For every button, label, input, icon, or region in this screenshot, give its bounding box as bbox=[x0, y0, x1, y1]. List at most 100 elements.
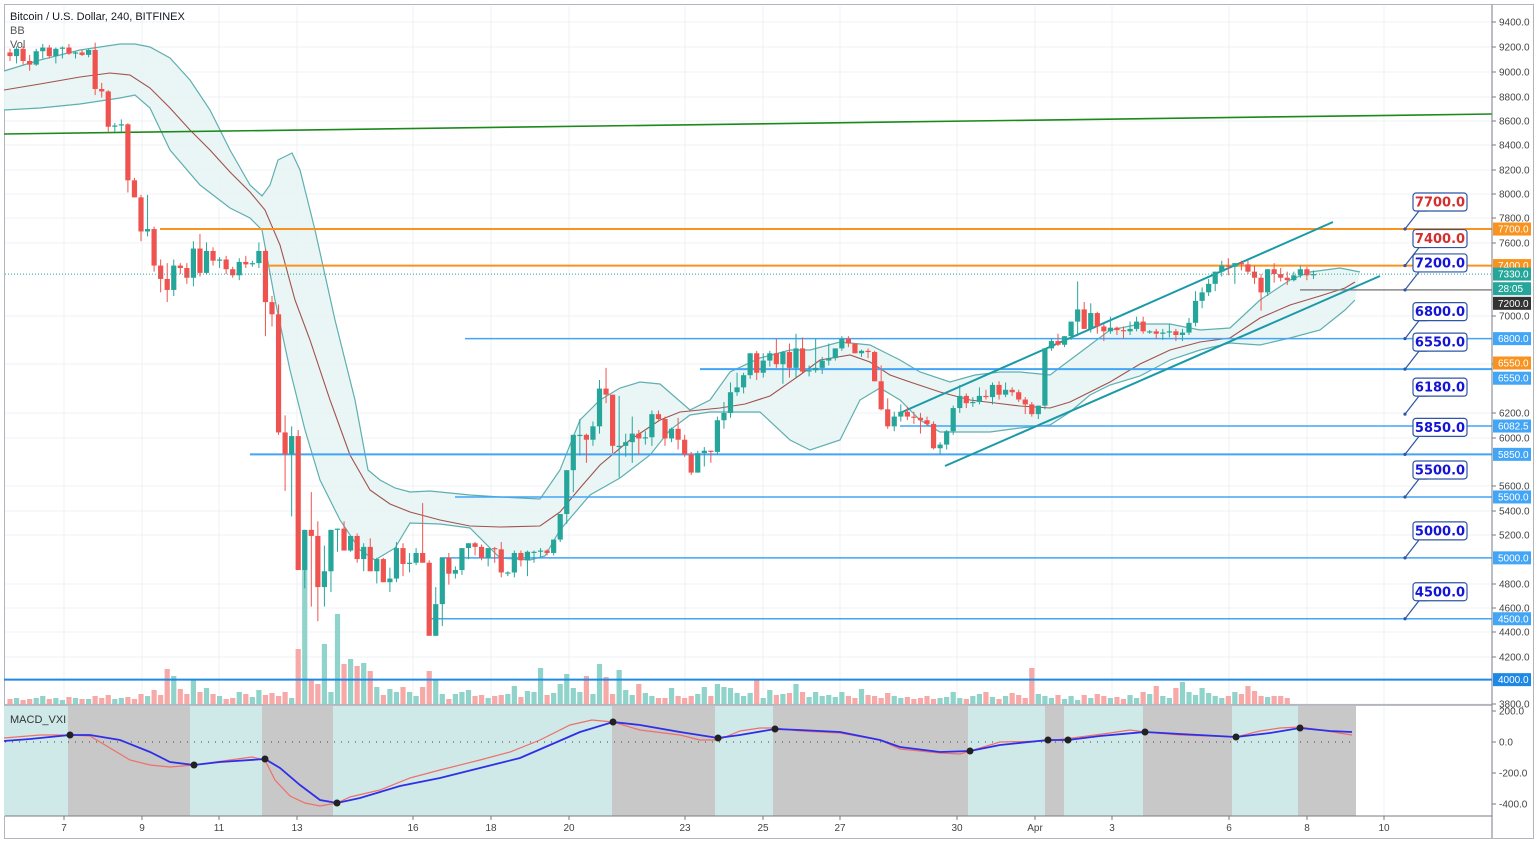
callout-anchor bbox=[1403, 452, 1407, 456]
candle-body bbox=[813, 367, 819, 371]
horizontal-levels[interactable] bbox=[4, 228, 1492, 681]
volume-bar bbox=[1238, 694, 1244, 704]
candle-body bbox=[275, 314, 282, 433]
candle-body bbox=[446, 557, 452, 574]
macd-y-tick-label: -400.0 bbox=[1499, 800, 1528, 811]
volume-bar bbox=[590, 694, 596, 704]
candle-body bbox=[492, 548, 498, 550]
volume-bar bbox=[7, 699, 13, 704]
volume-bar bbox=[1101, 696, 1107, 704]
candle-body bbox=[86, 50, 92, 55]
volume-bar bbox=[1088, 698, 1094, 704]
candle-body bbox=[374, 559, 380, 572]
volume-bar bbox=[289, 698, 295, 704]
volume-bar bbox=[557, 684, 563, 704]
volume-bar bbox=[564, 674, 570, 704]
candle-body bbox=[426, 562, 432, 636]
candle-body bbox=[760, 360, 766, 373]
volume-bar bbox=[1127, 695, 1133, 704]
macd-indicator-label[interactable]: MACD_VXI bbox=[10, 714, 67, 726]
price-tag bbox=[1493, 371, 1531, 385]
volume-bar bbox=[217, 696, 223, 704]
x-tick-label: 30 bbox=[951, 823, 963, 834]
candle-body bbox=[1068, 321, 1074, 337]
candle-body bbox=[308, 529, 314, 536]
candle-body bbox=[806, 370, 812, 372]
volume-bar bbox=[354, 666, 360, 704]
candle-body bbox=[662, 419, 668, 439]
price-tag bbox=[1493, 282, 1531, 296]
candle-body bbox=[858, 350, 865, 354]
candle-body bbox=[505, 572, 511, 574]
candle-body bbox=[439, 557, 445, 605]
signal-line bbox=[3, 719, 1353, 807]
symbol-title[interactable]: Bitcoin / U.S. Dollar, 240, BITFINEX bbox=[10, 11, 185, 23]
channel-upper-trendline bbox=[899, 221, 1334, 414]
volume-bar bbox=[243, 694, 249, 704]
volume-bar bbox=[714, 684, 720, 704]
volume-bar bbox=[86, 699, 92, 704]
volume-bar bbox=[249, 697, 255, 704]
candle-body bbox=[406, 562, 413, 564]
candle-body bbox=[1238, 263, 1244, 265]
volume-bar bbox=[446, 699, 452, 704]
candle-body bbox=[1009, 389, 1015, 393]
candle-body bbox=[46, 47, 52, 57]
volume-bar bbox=[655, 698, 662, 704]
volume-bar bbox=[367, 671, 373, 704]
volume-bar bbox=[610, 694, 616, 704]
macd-bg-segment bbox=[612, 706, 715, 816]
y-tick-label: 8800.0 bbox=[1499, 93, 1530, 104]
candle-body bbox=[348, 535, 354, 551]
macd-cross-dot bbox=[261, 755, 269, 763]
candle-body bbox=[944, 431, 950, 445]
macd-bg-segment bbox=[262, 706, 333, 816]
volume-bar bbox=[13, 698, 20, 704]
macd-cross-dot bbox=[1296, 724, 1304, 732]
volume-bar bbox=[118, 698, 124, 704]
volume-bar bbox=[885, 693, 891, 704]
volume-bar bbox=[826, 695, 832, 704]
volume-bar bbox=[636, 684, 642, 704]
candle-body bbox=[1265, 269, 1271, 293]
price-tag bbox=[1493, 612, 1531, 626]
candle-body bbox=[930, 423, 937, 449]
volume-bar bbox=[485, 698, 491, 704]
candle-body bbox=[845, 338, 851, 344]
volume-bar bbox=[184, 694, 190, 704]
y-tick-label: 8600.0 bbox=[1499, 117, 1530, 128]
price-tag-label: 6082.5 bbox=[1498, 422, 1529, 433]
volume-bar bbox=[1245, 686, 1251, 704]
volume-bar bbox=[79, 699, 85, 704]
candle-body bbox=[1291, 275, 1297, 281]
candle-body bbox=[118, 124, 124, 126]
candle-body bbox=[603, 388, 609, 395]
y-tick-label: 4600.0 bbox=[1499, 604, 1530, 615]
volume-bar bbox=[649, 696, 655, 704]
volume-bar bbox=[459, 692, 465, 704]
candle-body bbox=[27, 60, 33, 65]
volume-bar bbox=[603, 677, 609, 704]
volume-bar bbox=[872, 696, 878, 704]
candle-body bbox=[570, 434, 576, 471]
trendlines[interactable] bbox=[3, 113, 1493, 467]
candle-body bbox=[138, 197, 144, 232]
volume-bar bbox=[878, 698, 884, 704]
indicator-bb-label[interactable]: BB bbox=[10, 25, 25, 37]
candle-body bbox=[1140, 321, 1146, 332]
volume-bar bbox=[256, 690, 262, 704]
volume-bar bbox=[328, 692, 334, 704]
candle-body bbox=[1284, 277, 1290, 281]
volume-bar bbox=[144, 696, 151, 704]
candle-body bbox=[786, 352, 793, 368]
candle-body bbox=[420, 552, 426, 563]
price-callouts[interactable]: 7700.0 7400.0 7200.0 6800.0 6550.0 6180.0 5850… bbox=[1403, 192, 1468, 621]
candle-body bbox=[885, 409, 891, 427]
candle-body bbox=[872, 352, 878, 382]
candle-body bbox=[498, 549, 504, 573]
indicator-vol-label[interactable]: Vol bbox=[10, 39, 26, 51]
volume-bar bbox=[406, 692, 413, 704]
callout-pointer bbox=[1404, 435, 1427, 455]
candle-body bbox=[243, 261, 249, 265]
